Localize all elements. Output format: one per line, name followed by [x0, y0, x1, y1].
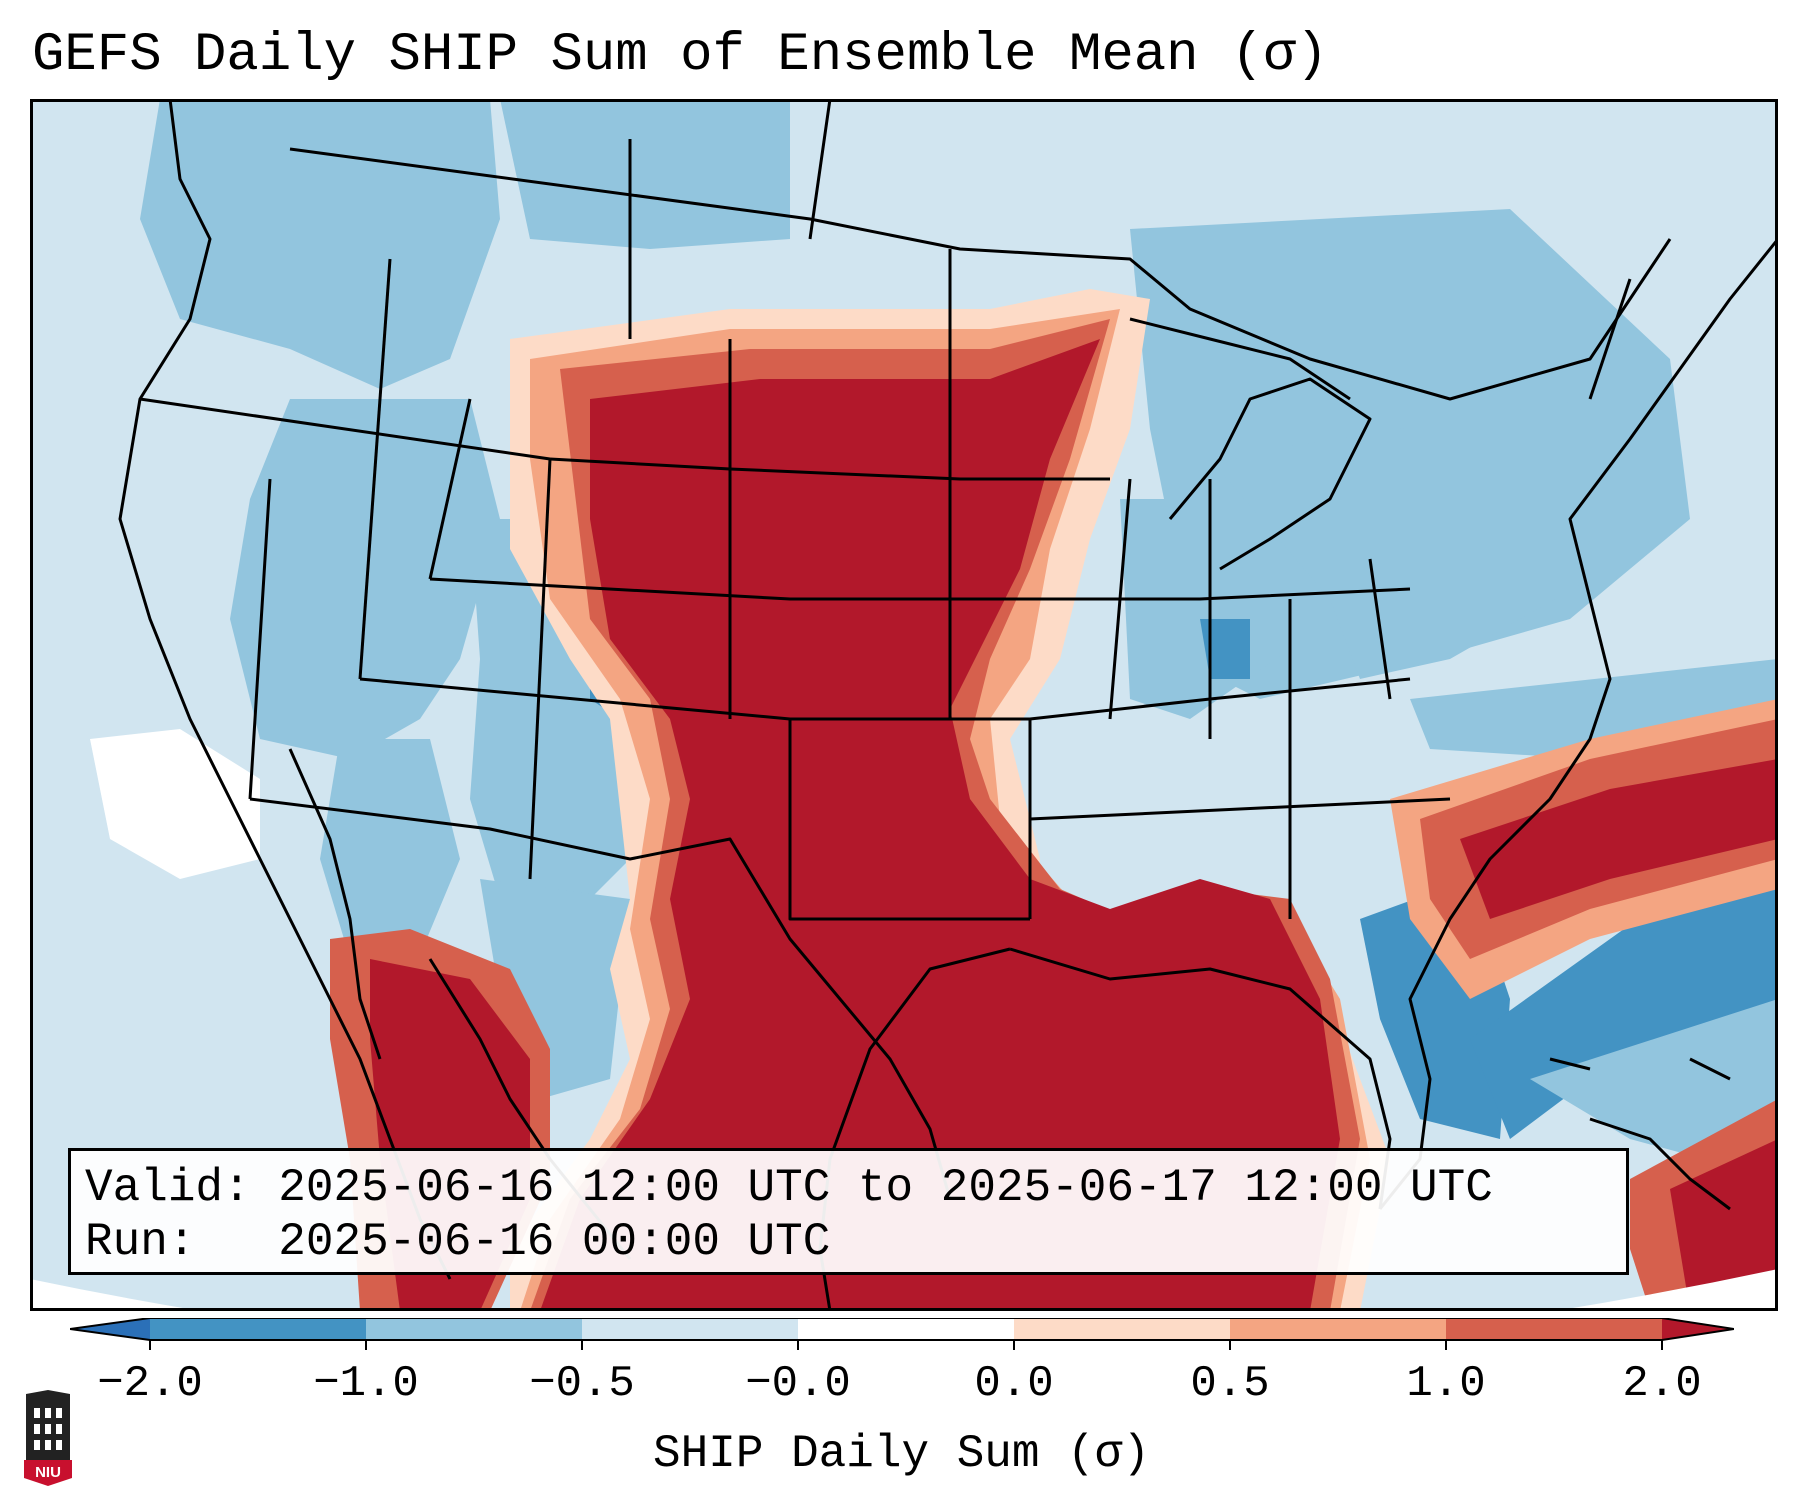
- us-west-coastline: [118, 99, 452, 1280]
- valid-run-info-box: Valid: 2025-06-16 12:00 UTC to 2025-06-1…: [68, 1148, 1629, 1275]
- colorbar-label: SHIP Daily Sum (σ): [653, 1428, 1150, 1480]
- tick-label: −0.5: [529, 1359, 635, 1409]
- valid-time-row: Valid: 2025-06-16 12:00 UTC to 2025-06-1…: [85, 1161, 1614, 1215]
- valid-label: Valid:: [85, 1162, 251, 1214]
- map-boundaries: [118, 99, 1778, 1311]
- colorbar-extend-high: [1662, 1318, 1734, 1340]
- map-panel: [30, 99, 1778, 1311]
- colorbar-bin-m05-m0: [582, 1318, 798, 1340]
- map-border: [30, 99, 1778, 1311]
- run-time-row: Run: 2025-06-16 00:00 UTC: [85, 1215, 1614, 1269]
- colorbar-ticks: [149, 1340, 1663, 1350]
- logo-text: NIU: [35, 1464, 61, 1481]
- run-value: 2025-06-16 00:00 UTC: [278, 1216, 831, 1268]
- tick-label: 2.0: [1622, 1359, 1702, 1409]
- colorbar-bin-m2-m1: [150, 1318, 366, 1340]
- tick-label: −1.0: [313, 1359, 419, 1409]
- colorbar-bin-m0-0: [798, 1318, 1014, 1340]
- neutral-patch: [90, 729, 260, 879]
- tick-label: −0.0: [745, 1359, 851, 1409]
- tick-label: 1.0: [1406, 1359, 1486, 1409]
- great-lakes-outline: [1168, 377, 1372, 571]
- logo-windows: [34, 1408, 62, 1450]
- us-mexico-border: [249, 797, 952, 1200]
- valid-value: 2025-06-16 12:00 UTC to 2025-06-17 12:00…: [278, 1162, 1493, 1214]
- lake-superior-outline: [1129, 317, 1351, 401]
- tick-label: 0.0: [974, 1359, 1054, 1409]
- caribbean-islands: [1549, 1057, 1731, 1211]
- colorbar-bin-m1-m05: [366, 1318, 582, 1340]
- colorbar-bin-0-05: [1014, 1318, 1230, 1340]
- run-label: Run:: [85, 1216, 196, 1268]
- us-canada-border: [289, 147, 1672, 401]
- page-title: GEFS Daily SHIP Sum of Ensemble Mean (σ): [32, 25, 1329, 86]
- tick-label: 0.5: [1190, 1359, 1270, 1409]
- niu-logo: NIU: [24, 1390, 72, 1486]
- colorbar-bin-1-2: [1446, 1318, 1662, 1340]
- tick-label: −2.0: [97, 1359, 203, 1409]
- colorbar: [70, 1318, 1734, 1350]
- colorbar-bin-05-1: [1230, 1318, 1446, 1340]
- us-east-coastline: [1378, 238, 1778, 1210]
- colorbar-tick-labels: −2.0 −1.0 −0.5 −0.0 0.0 0.5 1.0 2.0: [0, 1356, 1803, 1416]
- logo-shield-icon: [24, 1460, 72, 1486]
- baja-coastline: [288, 748, 382, 1060]
- map-svg: [30, 99, 1778, 1311]
- colorbar-extend-low: [70, 1318, 150, 1340]
- projection-edge: [30, 1269, 1778, 1311]
- gulf-coastline: [1009, 947, 1392, 1210]
